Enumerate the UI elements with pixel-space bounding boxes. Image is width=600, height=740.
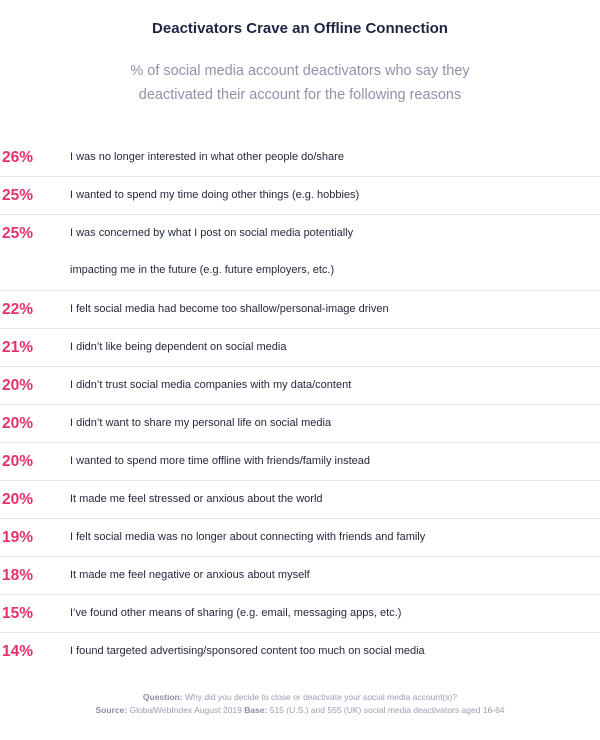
reason-text: I didn’t trust social media companies wi… [70,367,600,404]
reason-text: I wanted to spend more time offline with… [70,443,600,480]
reason-line: I’ve found other means of sharing (e.g. … [70,607,402,619]
reason-row: 26% I was no longer interested in what ot… [0,139,600,177]
reason-text: I’ve found other means of sharing (e.g. … [70,595,600,632]
reason-row: 20% I didn’t trust social media companies… [0,367,600,405]
reason-text: I didn’t like being dependent on social … [70,329,600,366]
reason-text: I didn’t want to share my personal life … [70,405,600,442]
reason-row: 22% I felt social media had become too sh… [0,291,600,329]
reason-line: I didn’t like being dependent on social … [70,341,287,353]
percentage-label: 22% [2,301,34,318]
reason-line: I felt social media was no longer about … [70,531,426,543]
reason-row: 19% I felt social media was no longer abo… [0,519,600,557]
reason-row: 21% I didn’t like being dependent on soci… [0,329,600,367]
reason-row: 20% It made me feel stressed or anxious a… [0,481,600,519]
reason-line: impacting me in the future (e.g. future … [70,264,335,276]
reason-text: I was concerned by what I post on social… [70,215,600,289]
percentage-label: 25% [2,225,34,242]
footer-source: Source: GlobalWebIndex August 2019 Base:… [0,704,600,717]
percentage-label: 25% [2,187,34,204]
percentage-label: 20% [2,377,34,394]
question-label: Question: [142,692,183,702]
subtitle-line: % of social media account deactivators w… [130,63,470,79]
percentage-label: 20% [2,415,34,432]
base-label: Base: [244,705,268,715]
reason-row: 25% I was concerned by what I post on soc… [0,215,600,291]
reason-line: I was no longer interested in what other… [70,151,344,163]
reason-text: I wanted to spend my time doing other th… [70,177,600,214]
reason-text: I found targeted advertising/sponsored c… [70,633,600,670]
source-text: GlobalWebIndex August 2019 [129,705,242,715]
chart-subtitle: % of social media account deactivators w… [40,59,560,107]
reason-list: 26% I was no longer interested in what ot… [0,139,600,670]
reason-row: 25% I wanted to spend my time doing other… [0,177,600,215]
reason-text: It made me feel negative or anxious abou… [70,557,600,594]
reason-line: I found targeted advertising/sponsored c… [70,645,425,657]
reason-text: I felt social media was no longer about … [70,519,600,556]
reason-text: It made me feel stressed or anxious abou… [70,481,600,518]
reason-line: I wanted to spend more time offline with… [70,455,371,467]
reason-line: I was concerned by what I post on social… [70,227,354,239]
reason-row: 18% It made me feel negative or anxious a… [0,557,600,595]
reason-line: It made me feel stressed or anxious abou… [70,493,323,505]
reason-row: 14% I found targeted advertising/sponsore… [0,633,600,670]
base-text: 515 (U.S.) and 555 (UK) social media dea… [269,705,505,715]
reason-line: I felt social media had become too shall… [70,303,389,315]
percentage-label: 14% [2,643,34,660]
percentage-label: 20% [2,491,34,508]
reason-line: I didn’t want to share my personal life … [70,417,332,429]
footer-question: Question: Why did you decide to close or… [0,691,600,704]
reason-line: I didn’t trust social media companies wi… [70,379,352,391]
chart-footer: Question: Why did you decide to close or… [0,691,600,717]
percentage-label: 21% [2,339,34,356]
percentage-label: 19% [2,529,34,546]
source-label: Source: [95,705,128,715]
reason-row: 15% I’ve found other means of sharing (e.… [0,595,600,633]
chart-title: Deactivators Crave an Offline Connection [152,20,448,37]
percentage-label: 26% [2,149,34,166]
reason-text: I felt social media had become too shall… [70,291,600,328]
percentage-label: 15% [2,605,34,622]
reason-line: It made me feel negative or anxious abou… [70,569,310,581]
reason-row: 20% I didn’t want to share my personal li… [0,405,600,443]
percentage-label: 18% [2,567,34,584]
percentage-label: 20% [2,453,34,470]
reason-text: I was no longer interested in what other… [70,139,600,176]
question-text: Why did you decide to close or deactivat… [184,692,458,702]
reason-row: 20% I wanted to spend more time offline w… [0,443,600,481]
reason-line: I wanted to spend my time doing other th… [70,189,360,201]
subtitle-line: deactivated their account for the follow… [138,87,462,103]
